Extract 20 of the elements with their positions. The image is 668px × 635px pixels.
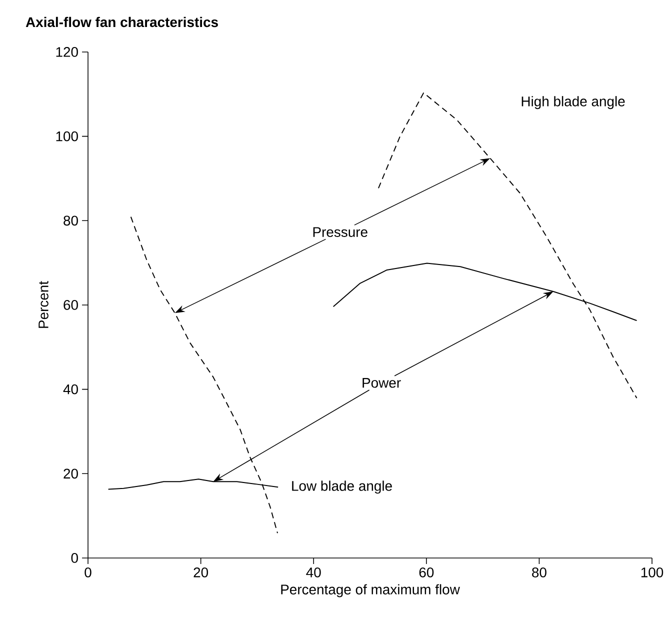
- y-tick-label: 100: [56, 131, 78, 142]
- annotation: Low blade angle: [292, 480, 392, 494]
- y-axis-title: Percent: [38, 281, 48, 328]
- x-tick-label: 0: [84, 567, 92, 578]
- chart-title: Axial-flow fan characteristics: [26, 16, 218, 28]
- x-tick-label: 60: [419, 567, 434, 578]
- y-tick-label: 40: [63, 384, 78, 394]
- y-tick-label: 120: [56, 47, 78, 57]
- annotation: Pressure: [313, 227, 368, 237]
- annotation: High blade angle: [522, 96, 625, 110]
- x-tick-label: 20: [194, 567, 208, 578]
- y-tick-label: 60: [64, 300, 78, 310]
- x-tick-label: 100: [641, 567, 664, 578]
- x-axis-title: Percentage of maximum flow: [281, 584, 460, 598]
- x-tick-label: 40: [306, 567, 321, 578]
- y-tick-label: 0: [71, 553, 78, 563]
- annotation: Power: [362, 378, 401, 388]
- y-tick-label: 80: [64, 216, 78, 226]
- x-tick-label: 80: [532, 567, 546, 578]
- y-tick-label: 20: [64, 468, 78, 479]
